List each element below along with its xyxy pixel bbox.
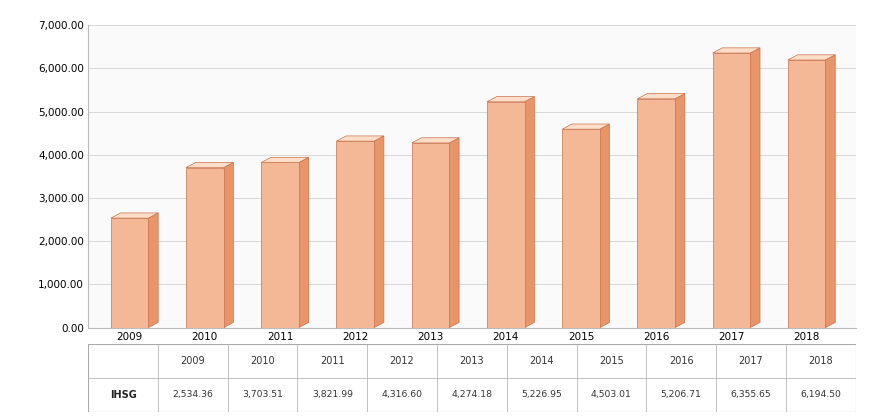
Polygon shape (751, 48, 760, 328)
Polygon shape (299, 158, 309, 328)
Text: 4,503.01: 4,503.01 (591, 390, 632, 399)
Bar (562, 129, 600, 328)
Polygon shape (261, 158, 309, 163)
Polygon shape (675, 94, 684, 328)
Polygon shape (412, 138, 459, 143)
Polygon shape (826, 55, 835, 328)
Text: 3,703.51: 3,703.51 (243, 390, 283, 399)
Bar (336, 141, 374, 328)
Text: 4,316.60: 4,316.60 (382, 390, 422, 399)
Polygon shape (600, 124, 609, 328)
Text: 2011: 2011 (320, 356, 345, 366)
Polygon shape (638, 94, 684, 99)
Bar (788, 60, 826, 328)
Bar (638, 99, 675, 328)
Text: 5,226.95: 5,226.95 (521, 390, 562, 399)
Text: 2,534.36: 2,534.36 (172, 390, 213, 399)
Polygon shape (525, 97, 534, 328)
Polygon shape (111, 213, 158, 218)
Text: 6,194.50: 6,194.50 (800, 390, 841, 399)
Text: 2015: 2015 (599, 356, 624, 366)
Polygon shape (449, 138, 459, 328)
Bar (186, 168, 224, 328)
Text: 2009: 2009 (181, 356, 206, 366)
Text: 6,355.65: 6,355.65 (730, 390, 771, 399)
Polygon shape (374, 136, 384, 328)
Text: 2017: 2017 (738, 356, 763, 366)
Bar (261, 163, 299, 328)
Polygon shape (224, 163, 234, 328)
Polygon shape (788, 55, 835, 60)
Bar (487, 102, 525, 328)
Bar (412, 143, 449, 328)
Text: 4,274.18: 4,274.18 (452, 390, 492, 399)
Polygon shape (148, 213, 158, 328)
Text: 2013: 2013 (460, 356, 484, 366)
Polygon shape (713, 48, 760, 53)
Text: 2014: 2014 (529, 356, 554, 366)
Text: 3,821.99: 3,821.99 (312, 390, 353, 399)
Text: 2010: 2010 (250, 356, 275, 366)
Text: 2012: 2012 (390, 356, 415, 366)
Polygon shape (336, 136, 384, 141)
Polygon shape (562, 124, 609, 129)
Text: 2018: 2018 (808, 356, 833, 366)
Polygon shape (186, 163, 234, 168)
Text: 5,206.71: 5,206.71 (661, 390, 701, 399)
Bar (111, 218, 148, 328)
Polygon shape (487, 97, 534, 102)
Text: IHSG: IHSG (109, 390, 137, 400)
Bar (713, 53, 751, 328)
Text: 2016: 2016 (669, 356, 693, 366)
